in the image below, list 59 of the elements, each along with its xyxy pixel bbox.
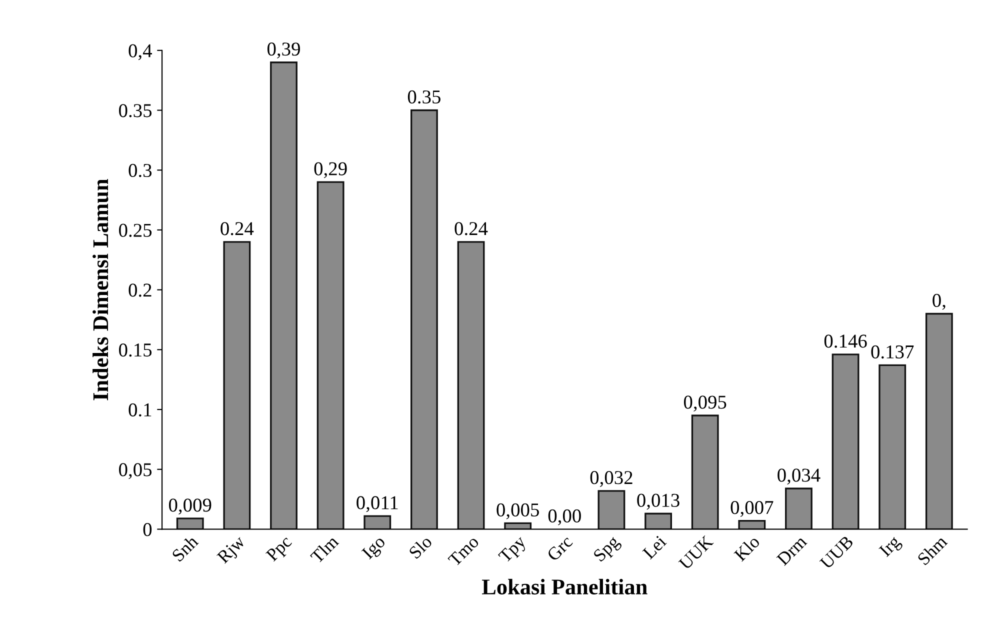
x-tick-label: Lei (642, 534, 668, 560)
x-tick-label: Irg (878, 534, 904, 560)
data-label: 0.24 (220, 222, 254, 236)
data-label: 0,29 (314, 162, 347, 178)
data-label: 0,034 (778, 468, 820, 485)
data-label: 0,39 (267, 42, 300, 58)
bar (410, 109, 438, 530)
y-tick-label: 0,4 (128, 44, 152, 60)
y-tick-label: 0.2 (128, 284, 152, 297)
x-tick-label: Tlm (310, 534, 340, 564)
bar (925, 312, 953, 530)
y-axis-title: Indeks Dimensi Lamun (92, 178, 108, 400)
y-tick-label: 0,05 (119, 463, 152, 480)
y-tick-label: 0.35 (119, 104, 152, 118)
bar (598, 490, 626, 530)
x-tick-label: Snh (171, 534, 199, 562)
bar (785, 488, 812, 530)
bar (691, 414, 719, 530)
data-label: 0,013 (637, 494, 680, 510)
bar (832, 354, 860, 530)
x-tick-label: Drm (776, 534, 808, 566)
x-tick-label: Tpy (498, 534, 530, 566)
x-tick-label: UUB (819, 535, 854, 570)
bar (878, 364, 906, 530)
bar (270, 62, 298, 530)
y-tick-label: 0.3 (128, 164, 152, 178)
data-label: 0.24 (454, 222, 488, 236)
data-label: 0,009 (168, 498, 212, 514)
x-tick-label: Ppc (265, 534, 295, 564)
x-tick-label: Slo (408, 534, 433, 560)
bar (738, 520, 766, 530)
y-tick-label: 0 (143, 523, 152, 536)
bar (316, 181, 344, 530)
x-tick-label: Klo (733, 534, 760, 562)
data-label: 0, (932, 294, 946, 310)
x-tick-label: Shm (916, 534, 948, 566)
data-label: 0,00 (548, 509, 581, 526)
x-tick-label: Spg (592, 534, 623, 565)
data-label: 0.146 (824, 334, 867, 348)
y-tick-label: 0.25 (119, 224, 152, 237)
data-label: 0,032 (590, 471, 632, 487)
data-label: 0,011 (356, 496, 398, 512)
data-label: 0,007 (730, 500, 774, 517)
bar (457, 241, 485, 530)
data-label: 0.35 (408, 90, 440, 104)
y-tick-label: 0.15 (119, 343, 152, 357)
bar (364, 515, 392, 530)
y-tick-label: 0.1 (128, 403, 152, 417)
bar (644, 512, 672, 530)
bar (223, 241, 251, 530)
x-tick-label: Tmo (448, 535, 480, 567)
bar (176, 518, 204, 530)
data-label: 0.137 (871, 345, 914, 359)
x-tick-label: Igo (361, 535, 388, 562)
data-label: 0,005 (496, 503, 539, 520)
x-tick-label: Grc (546, 534, 574, 562)
data-label: 0,095 (684, 396, 726, 412)
x-axis-title: Lokasi Panelitian (482, 578, 648, 594)
x-tick-label: Rjw (216, 534, 248, 567)
